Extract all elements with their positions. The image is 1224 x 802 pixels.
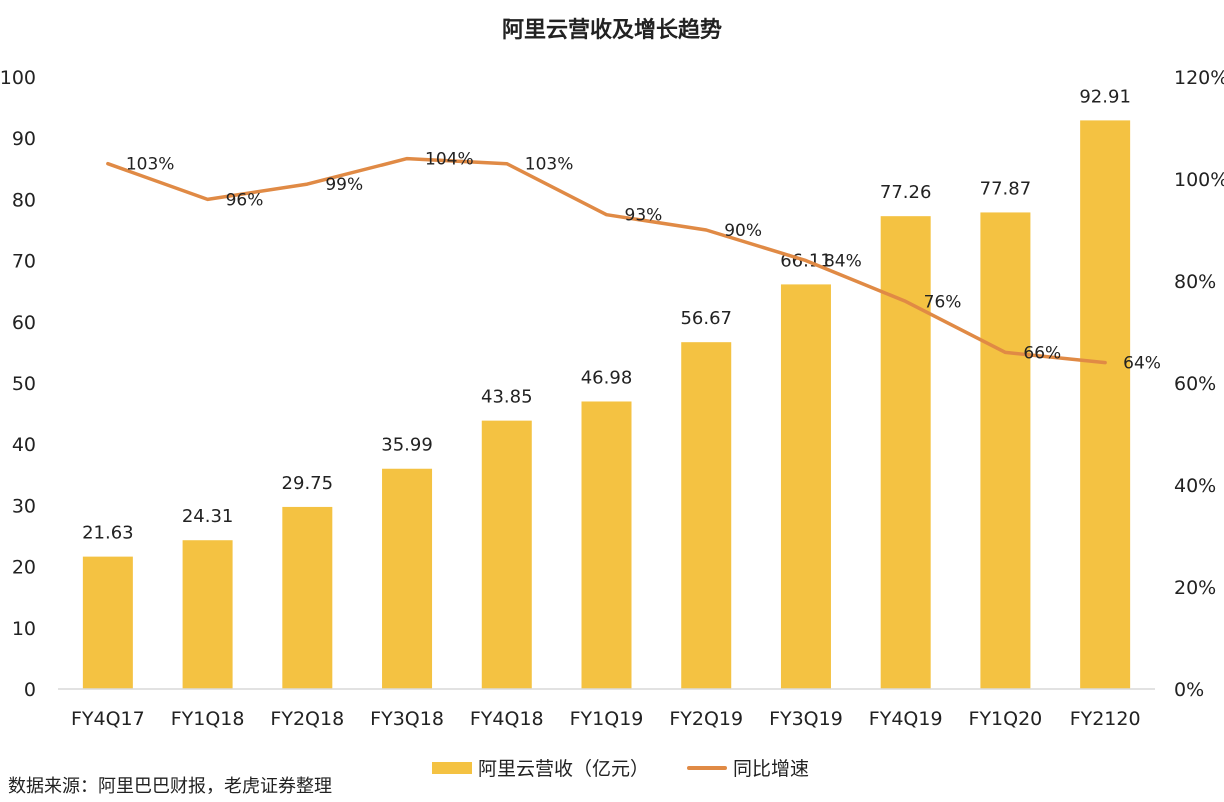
y2-tick-label: 20% bbox=[1174, 577, 1216, 599]
legend-item-growth: 同比增速 bbox=[687, 754, 809, 781]
legend-label-growth: 同比增速 bbox=[733, 758, 810, 780]
bar bbox=[481, 420, 532, 689]
line-value-label: 103% bbox=[525, 155, 574, 175]
bar bbox=[1080, 120, 1131, 689]
y-tick-label: 70 bbox=[12, 251, 36, 273]
line-value-label: 84% bbox=[824, 252, 862, 272]
y-tick-label: 0 bbox=[24, 679, 36, 701]
y2-tick-label: 80% bbox=[1174, 271, 1216, 293]
chart-title: 阿里云营收及增长趋势 bbox=[501, 18, 722, 43]
growth-line bbox=[106, 156, 1107, 365]
line-value-label: 93% bbox=[625, 206, 663, 226]
x-tick-label: FY1Q20 bbox=[969, 708, 1043, 730]
y2-tick-label: 40% bbox=[1174, 475, 1216, 497]
chart-legend: 阿里云营收（亿元） 同比增速 bbox=[432, 754, 847, 781]
source-note: 数据来源：阿里巴巴财报，老虎证券整理 bbox=[8, 776, 332, 797]
line-value-label: 90% bbox=[724, 221, 762, 241]
y2-tick-label: 120% bbox=[1174, 67, 1224, 89]
y-tick-label: 40 bbox=[12, 434, 36, 456]
x-tick-label: FY1Q18 bbox=[171, 708, 245, 730]
bar-value-label: 24.31 bbox=[182, 506, 234, 527]
bar-value-label: 92.91 bbox=[1079, 86, 1131, 107]
y-tick-label: 90 bbox=[12, 128, 36, 150]
legend-item-revenue: 阿里云营收（亿元） bbox=[432, 754, 649, 781]
x-tick-label: FY2Q18 bbox=[270, 708, 344, 730]
line-value-label: 99% bbox=[325, 175, 363, 195]
bar bbox=[82, 556, 133, 689]
bar-value-label: 29.75 bbox=[282, 473, 334, 494]
y-tick-label: 60 bbox=[12, 312, 36, 334]
y-tick-label: 30 bbox=[12, 495, 36, 517]
line-value-label: 64% bbox=[1123, 354, 1161, 374]
y-tick-label: 20 bbox=[12, 557, 36, 579]
bar-value-label: 21.63 bbox=[82, 523, 134, 544]
bar bbox=[681, 342, 732, 689]
bar-value-label: 46.98 bbox=[581, 367, 633, 388]
bar bbox=[182, 540, 233, 689]
x-tick-label: FY3Q18 bbox=[370, 708, 444, 730]
y2-tick-label: 100% bbox=[1174, 169, 1224, 191]
legend-label-revenue: 阿里云营收（亿元） bbox=[478, 758, 650, 780]
y-tick-label: 100 bbox=[0, 67, 36, 89]
legend-swatch-growth bbox=[687, 765, 728, 770]
bar-value-label: 43.85 bbox=[481, 387, 533, 408]
y2-tick-label: 60% bbox=[1174, 373, 1216, 395]
x-tick-label: FY4Q18 bbox=[470, 708, 544, 730]
bar bbox=[980, 212, 1031, 689]
line-value-label: 96% bbox=[226, 190, 264, 210]
bar-value-label: 77.87 bbox=[980, 178, 1032, 199]
bar bbox=[382, 468, 433, 689]
x-tick-label: FY3Q19 bbox=[769, 708, 843, 730]
bar bbox=[581, 401, 632, 689]
y-tick-label: 50 bbox=[12, 373, 36, 395]
y-tick-label: 10 bbox=[12, 618, 36, 640]
x-tick-label: FY2Q19 bbox=[669, 708, 743, 730]
bar bbox=[282, 506, 333, 689]
bar-value-label: 35.99 bbox=[381, 435, 433, 456]
x-tick-label: FY4Q17 bbox=[71, 708, 145, 730]
line-value-label: 104% bbox=[425, 150, 474, 170]
y2-tick-label: 0% bbox=[1174, 679, 1204, 701]
bar-value-label: 56.67 bbox=[680, 308, 732, 329]
bar-value-label: 77.26 bbox=[880, 182, 932, 203]
legend-swatch-revenue bbox=[432, 761, 472, 774]
x-tick-label: FY2120 bbox=[1070, 708, 1141, 730]
line-value-label: 66% bbox=[1023, 343, 1061, 363]
bar bbox=[880, 216, 931, 689]
x-tick-label: FY1Q19 bbox=[570, 708, 644, 730]
line-value-label: 103% bbox=[126, 155, 175, 175]
x-tick-label: FY4Q19 bbox=[869, 708, 943, 730]
bar bbox=[780, 284, 831, 689]
line-value-label: 76% bbox=[924, 292, 962, 312]
y-tick-label: 80 bbox=[12, 189, 36, 211]
